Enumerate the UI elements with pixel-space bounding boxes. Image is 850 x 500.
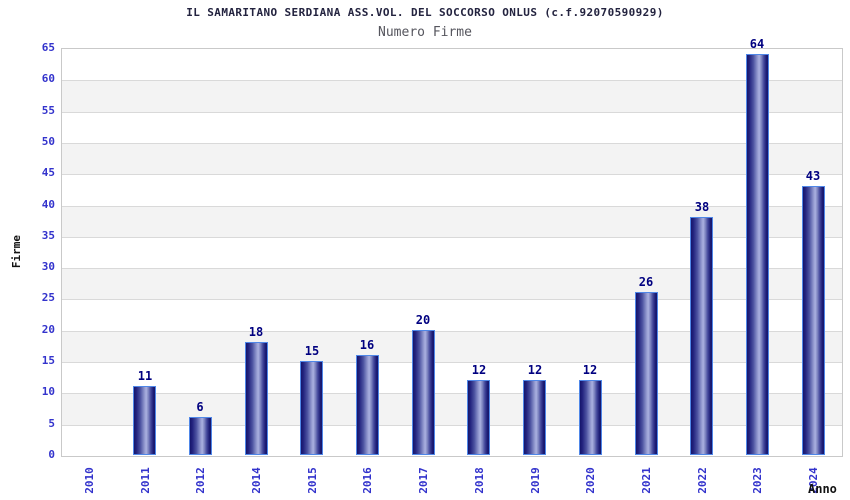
x-tick-2012: 2012 [180, 458, 220, 500]
bar-2012 [189, 417, 212, 455]
x-tick-label: 2017 [416, 466, 430, 494]
y-axis-title-text: Firme [10, 234, 24, 268]
background-band [62, 299, 842, 330]
value-label-2012: 6 [196, 400, 204, 414]
x-tick-label: 2012 [193, 466, 207, 494]
y-tick-label: 65 [41, 41, 55, 54]
chart-title: IL SAMARITANO SERDIANA ASS.VOL. DEL SOCC… [186, 6, 664, 19]
background-band [62, 80, 842, 112]
x-tick-2018: 2018 [459, 458, 499, 500]
background-band [62, 142, 842, 175]
background-band [62, 174, 842, 205]
x-tick-label: 2015 [305, 466, 319, 494]
chart-subtitle: Numero Firme [378, 25, 472, 40]
bar-2015 [300, 361, 323, 455]
x-tick-2010: 2010 [69, 458, 109, 500]
y-tick-label: 55 [41, 104, 55, 117]
y-tick-label: 25 [41, 291, 55, 304]
gridline [62, 143, 842, 144]
x-tick-label: 2018 [472, 466, 486, 494]
value-label-2022: 38 [694, 200, 710, 214]
value-label-2015: 15 [304, 344, 320, 358]
bar-2020 [579, 380, 602, 455]
y-tick-label: 40 [41, 198, 55, 211]
bar-2019 [523, 380, 546, 455]
value-label-2016: 16 [359, 338, 375, 352]
x-tick-label: 2021 [639, 466, 653, 494]
y-tick-label: 45 [41, 166, 55, 179]
gridline [62, 362, 842, 363]
gridline [62, 112, 842, 113]
y-tick-label: 0 [48, 448, 55, 461]
background-band [62, 330, 842, 363]
y-tick-label: 50 [41, 135, 55, 148]
value-label-2017: 20 [415, 313, 431, 327]
x-tick-label: 2023 [750, 466, 764, 494]
background-band [62, 205, 842, 237]
x-tick-label: 2011 [138, 466, 152, 494]
value-label-2014: 18 [248, 325, 264, 339]
background-band [62, 362, 842, 393]
y-tick-label: 30 [41, 260, 55, 273]
bar-2011 [133, 386, 156, 455]
bar-2022 [690, 217, 713, 455]
x-tick-2011: 2011 [125, 458, 165, 500]
x-tick-2014: 2014 [236, 458, 276, 500]
background-band [62, 393, 842, 425]
value-label-2020: 12 [582, 363, 598, 377]
gridline [62, 299, 842, 300]
x-tick-2023: 2023 [737, 458, 777, 500]
x-tick-2020: 2020 [570, 458, 610, 500]
x-tick-label: 2014 [249, 466, 263, 494]
y-tick-label: 15 [41, 354, 55, 367]
x-tick-2019: 2019 [515, 458, 555, 500]
bar-2018 [467, 380, 490, 455]
background-band [62, 112, 842, 143]
value-label-2023: 64 [749, 37, 765, 51]
gridline [62, 80, 842, 81]
bar-2021 [635, 292, 658, 455]
x-tick-label: 2022 [695, 466, 709, 494]
y-tick-label: 5 [48, 417, 55, 430]
x-tick-2022: 2022 [682, 458, 722, 500]
bar-2016 [356, 355, 379, 455]
gridline [62, 174, 842, 175]
y-tick-label: 60 [41, 72, 55, 85]
background-band [62, 268, 842, 300]
gridline [62, 393, 842, 394]
y-axis-title: Firme [4, 226, 30, 276]
value-label-2019: 12 [527, 363, 543, 377]
x-tick-label: 2010 [82, 466, 96, 494]
background-band [62, 237, 842, 268]
gridline [62, 206, 842, 207]
x-axis-title: Anno [808, 482, 837, 496]
plot-area [61, 48, 843, 457]
y-tick-label: 35 [41, 229, 55, 242]
x-tick-label: 2020 [583, 466, 597, 494]
x-tick-2017: 2017 [403, 458, 443, 500]
gridline [62, 268, 842, 269]
y-tick-label: 20 [41, 323, 55, 336]
y-tick-label: 10 [41, 385, 55, 398]
value-label-2024: 43 [805, 169, 821, 183]
x-tick-2021: 2021 [626, 458, 666, 500]
gridline [62, 237, 842, 238]
x-tick-2015: 2015 [292, 458, 332, 500]
bar-2024 [802, 186, 825, 455]
x-tick-label: 2019 [528, 466, 542, 494]
value-label-2018: 12 [471, 363, 487, 377]
bar-2023 [746, 54, 769, 455]
x-tick-label: 2016 [360, 466, 374, 494]
value-label-2021: 26 [638, 275, 654, 289]
bar-2014 [245, 342, 268, 455]
gridline [62, 331, 842, 332]
bar-2017 [412, 330, 435, 455]
x-tick-2016: 2016 [347, 458, 387, 500]
gridline [62, 425, 842, 426]
background-band [62, 425, 842, 456]
background-band [62, 49, 842, 80]
value-label-2011: 11 [137, 369, 153, 383]
